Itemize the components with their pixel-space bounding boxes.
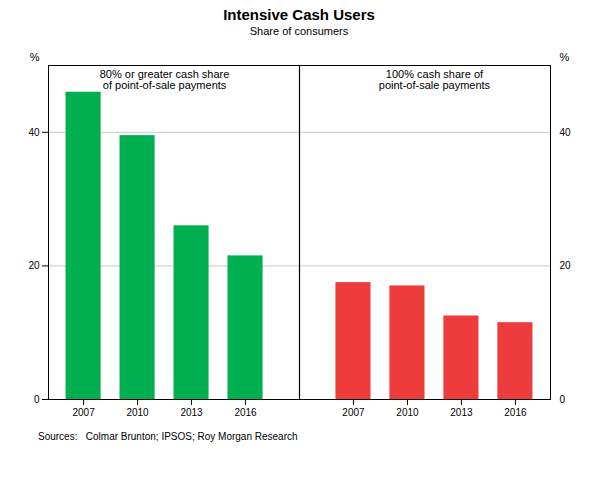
html-text:Share of consumers: Share of consumers [249,25,349,37]
svg-text:80% or greater cash shareof po: 80% or greater cash shareof point-of-sal… [100,68,230,91]
html-text:Intensive Cash Users: Intensive Cash Users [223,6,375,23]
html-text:Sources: Colmar Brunton; IPSOS: Sources: Colmar Brunton; IPSOS; Roy Morg… [38,431,298,442]
svg-text:2016: 2016 [504,407,527,418]
svg-text:2013: 2013 [180,407,203,418]
svg-text:2010: 2010 [126,407,149,418]
svg-text:0: 0 [560,394,566,405]
svg-text:2013: 2013 [450,407,473,418]
svg-text:0: 0 [34,394,40,405]
svg-text:%: % [30,51,40,63]
svg-text:2010: 2010 [396,407,419,418]
svg-text:40: 40 [560,127,572,138]
svg-text:40: 40 [28,127,40,138]
svg-text:2007: 2007 [72,407,95,418]
svg-text:2016: 2016 [234,407,257,418]
svg-text:100% cash share ofpoint-of-sal: 100% cash share ofpoint-of-sale payments [379,68,491,91]
svg-text:20: 20 [560,260,572,271]
svg-text:20: 20 [28,260,40,271]
svg-text:2007: 2007 [342,407,365,418]
svg-text:%: % [560,51,570,63]
